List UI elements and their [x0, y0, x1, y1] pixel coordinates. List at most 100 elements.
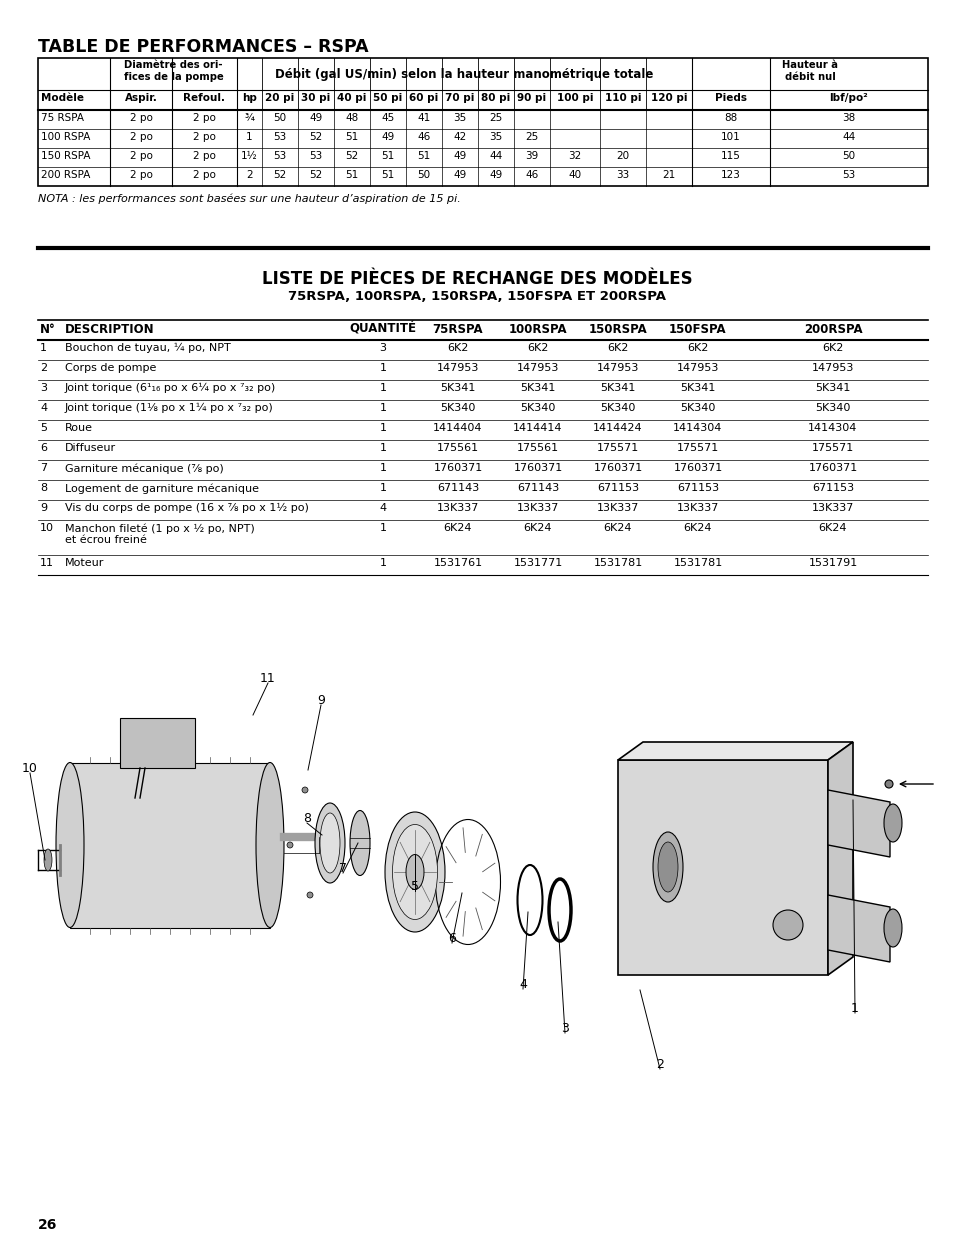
Text: 70 pi: 70 pi	[445, 93, 475, 103]
Text: 175571: 175571	[811, 443, 853, 453]
Text: lbf/po²: lbf/po²	[829, 93, 867, 103]
Ellipse shape	[307, 892, 313, 898]
Text: 6K24: 6K24	[603, 522, 632, 534]
Text: 88: 88	[723, 112, 737, 124]
Text: 13K337: 13K337	[811, 503, 853, 513]
Text: 150RSPA: 150RSPA	[588, 324, 647, 336]
Text: 52: 52	[274, 170, 286, 180]
Text: 2 po: 2 po	[130, 170, 152, 180]
Text: 9: 9	[316, 694, 325, 706]
Text: Joint torique (1⅛ po x 1¼ po x ⁷₃₂ po): Joint torique (1⅛ po x 1¼ po x ⁷₃₂ po)	[65, 403, 274, 414]
Text: 4: 4	[379, 503, 386, 513]
Text: 52: 52	[309, 170, 322, 180]
Text: 1: 1	[379, 483, 386, 493]
Text: 1: 1	[246, 132, 253, 142]
Text: Diamètre des ori-
fices de la pompe: Diamètre des ori- fices de la pompe	[124, 61, 223, 83]
Text: 13K337: 13K337	[676, 503, 719, 513]
Text: Pieds: Pieds	[714, 93, 746, 103]
Text: 150 RSPA: 150 RSPA	[41, 151, 91, 161]
Ellipse shape	[392, 825, 437, 920]
Ellipse shape	[652, 832, 682, 902]
Ellipse shape	[658, 842, 678, 892]
Text: 5K340: 5K340	[519, 403, 555, 412]
Text: 2 po: 2 po	[193, 132, 215, 142]
Polygon shape	[618, 742, 852, 760]
Text: 26: 26	[38, 1218, 57, 1233]
Ellipse shape	[884, 781, 892, 788]
Text: 2 po: 2 po	[193, 170, 215, 180]
Text: 44: 44	[841, 132, 855, 142]
Text: 147953: 147953	[517, 363, 558, 373]
Ellipse shape	[385, 811, 444, 932]
Ellipse shape	[302, 787, 308, 793]
Text: Moteur: Moteur	[65, 558, 104, 568]
Text: 6K2: 6K2	[686, 343, 708, 353]
Text: 4: 4	[40, 403, 47, 412]
Text: 35: 35	[453, 112, 466, 124]
Text: 100 RSPA: 100 RSPA	[41, 132, 91, 142]
Text: 115: 115	[720, 151, 740, 161]
Text: Vis du corps de pompe (16 x ⅞ po x 1½ po): Vis du corps de pompe (16 x ⅞ po x 1½ po…	[65, 503, 309, 513]
Text: 33: 33	[616, 170, 629, 180]
Text: Bouchon de tuyau, ¼ po, NPT: Bouchon de tuyau, ¼ po, NPT	[65, 343, 231, 353]
Text: 30 pi: 30 pi	[301, 93, 331, 103]
Ellipse shape	[44, 848, 52, 871]
Text: 1531791: 1531791	[807, 558, 857, 568]
Text: Aspir.: Aspir.	[125, 93, 157, 103]
Text: 1414304: 1414304	[807, 424, 857, 433]
Text: 1531761: 1531761	[433, 558, 482, 568]
Text: 53: 53	[841, 170, 855, 180]
Text: 49: 49	[453, 170, 466, 180]
Text: 49: 49	[489, 170, 502, 180]
Text: 53: 53	[274, 151, 286, 161]
Text: 1414404: 1414404	[433, 424, 482, 433]
Text: 6K24: 6K24	[818, 522, 846, 534]
Text: 10: 10	[40, 522, 54, 534]
Text: 5K340: 5K340	[815, 403, 850, 412]
Text: 200RSPA: 200RSPA	[802, 324, 862, 336]
Text: 20: 20	[616, 151, 629, 161]
Text: 50: 50	[274, 112, 286, 124]
Text: 35: 35	[489, 132, 502, 142]
Text: 90 pi: 90 pi	[517, 93, 546, 103]
Text: 671143: 671143	[517, 483, 558, 493]
Text: 1: 1	[379, 424, 386, 433]
Text: 6K2: 6K2	[447, 343, 468, 353]
Text: 42: 42	[453, 132, 466, 142]
Text: 100 pi: 100 pi	[557, 93, 593, 103]
Text: 5K341: 5K341	[599, 383, 635, 393]
Text: 1760371: 1760371	[513, 463, 562, 473]
Bar	[38, 58, 927, 186]
Text: 50 pi: 50 pi	[373, 93, 402, 103]
Polygon shape	[827, 895, 889, 962]
Text: 5K341: 5K341	[815, 383, 850, 393]
Text: 8: 8	[303, 811, 311, 825]
Text: 6K2: 6K2	[821, 343, 842, 353]
Text: 6K24: 6K24	[523, 522, 552, 534]
Text: 1414304: 1414304	[673, 424, 722, 433]
Text: 75RSPA, 100RSPA, 150RSPA, 150FSPA ET 200RSPA: 75RSPA, 100RSPA, 150RSPA, 150FSPA ET 200…	[288, 290, 665, 303]
Text: 1760371: 1760371	[807, 463, 857, 473]
Text: 1½: 1½	[241, 151, 257, 161]
Text: 2 po: 2 po	[130, 112, 152, 124]
Text: 200 RSPA: 200 RSPA	[41, 170, 91, 180]
Text: 21: 21	[661, 170, 675, 180]
Text: 1760371: 1760371	[433, 463, 482, 473]
Text: 13K337: 13K337	[597, 503, 639, 513]
Text: 11: 11	[260, 672, 275, 685]
Text: TABLE DE PERFORMANCES – RSPA: TABLE DE PERFORMANCES – RSPA	[38, 38, 368, 56]
Text: 1: 1	[850, 1002, 858, 1015]
Text: 75RSPA: 75RSPA	[433, 324, 483, 336]
Text: 1414424: 1414424	[593, 424, 642, 433]
Text: N°: N°	[40, 324, 55, 336]
Text: Débit (gal US/min) selon la hauteur manométrique totale: Débit (gal US/min) selon la hauteur mano…	[275, 68, 653, 82]
Text: 80 pi: 80 pi	[481, 93, 510, 103]
Text: 38: 38	[841, 112, 855, 124]
Ellipse shape	[255, 762, 284, 927]
Text: 7: 7	[40, 463, 47, 473]
Text: 5: 5	[40, 424, 47, 433]
Text: 5: 5	[411, 881, 418, 893]
Text: DESCRIPTION: DESCRIPTION	[65, 324, 154, 336]
Text: ¾: ¾	[244, 112, 254, 124]
Text: 147953: 147953	[676, 363, 719, 373]
